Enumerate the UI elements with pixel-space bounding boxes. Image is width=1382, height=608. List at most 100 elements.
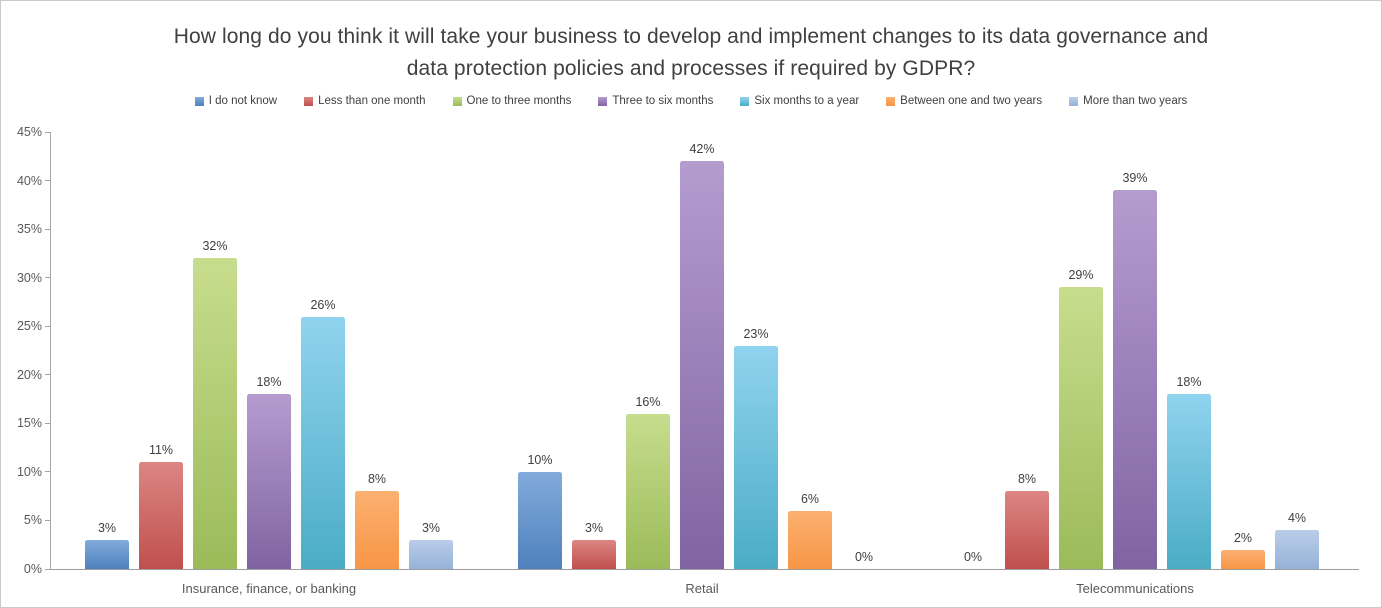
y-axis-tick-label: 5%	[23, 513, 42, 528]
bar-value-label: 32%	[202, 239, 228, 254]
bar-value-label: 11%	[148, 443, 174, 458]
y-axis-tick-mark	[45, 325, 50, 327]
bar	[301, 316, 345, 569]
bar-column: 16%	[626, 132, 670, 569]
bar-column: 10%	[518, 132, 562, 569]
bar	[626, 413, 670, 569]
legend-item: Between one and two years	[886, 95, 1042, 107]
category-group: 10% 3% 16% 42% 23% 6% 0% Retail	[518, 132, 886, 596]
y-axis-tick-mark	[45, 374, 50, 376]
category-group: 3% 11% 32% 18% 26% 8% 3% Insurance, finance, or…	[85, 132, 453, 596]
y-axis-tick-mark	[45, 568, 50, 570]
bar-value-label: 26%	[310, 297, 336, 312]
legend-label: Between one and two years	[900, 95, 1043, 107]
legend-label: I do not know	[208, 95, 278, 107]
bar-column: 32%	[193, 132, 237, 569]
bar-value-label: 16%	[635, 394, 661, 409]
bar-column: 3%	[85, 132, 129, 569]
y-axis-tick-label: 35%	[16, 222, 42, 237]
chart-title-line-1: How long do you think it will take your …	[173, 25, 1209, 48]
bar-value-label: 42%	[689, 142, 715, 157]
bar-value-label: 39%	[1122, 171, 1148, 186]
y-axis-tick-mark	[45, 131, 50, 133]
legend-marker-icon	[304, 96, 314, 106]
bar-column: 23%	[734, 132, 778, 569]
chart-legend: I do not know Less than one month One to t…	[1, 95, 1381, 107]
bar	[1275, 530, 1319, 569]
bar-column: 4%	[1275, 132, 1319, 569]
bar-column: 3%	[409, 132, 453, 569]
y-axis-tick-label: 0%	[23, 562, 42, 576]
bar-column: 8%	[355, 132, 399, 569]
bar	[193, 258, 237, 569]
bar-value-label: 0%	[963, 550, 983, 564]
y-axis-tick-mark	[45, 228, 50, 230]
bar-value-label: 0%	[854, 550, 874, 564]
bar-column: 2%	[1221, 132, 1265, 569]
bar	[518, 471, 562, 569]
legend-item: One to three months	[452, 95, 572, 107]
y-axis-tick-mark	[45, 422, 50, 424]
chart-title-line-2: data protection policies and processes i…	[406, 56, 976, 80]
y-axis-tick-label: 45%	[16, 125, 42, 139]
bar	[680, 161, 724, 569]
bar	[1221, 549, 1265, 569]
bar	[1005, 491, 1049, 569]
y-axis-tick-mark	[45, 277, 50, 279]
bar	[1059, 287, 1103, 569]
bar-value-label: 6%	[800, 491, 820, 506]
legend-label: Less than one month	[318, 95, 426, 107]
legend-item: Less than one month	[304, 95, 426, 107]
y-axis-tick-mark	[45, 519, 50, 521]
bar-column: 39%	[1113, 132, 1157, 569]
bar-column: 18%	[1167, 132, 1211, 569]
bar	[409, 539, 453, 569]
bar	[355, 491, 399, 569]
bar-value-label: 3%	[97, 520, 117, 535]
legend-marker-icon	[194, 96, 204, 106]
y-axis-tick-label: 10%	[16, 464, 42, 479]
legend-item: Three to six months	[598, 95, 713, 107]
category-group: 0% 8% 29% 39% 18% 2% 4% Telecommunications	[951, 132, 1319, 596]
bar-value-label: 8%	[1017, 472, 1037, 487]
y-axis-tick-label: 25%	[16, 319, 42, 334]
bar-column: 8%	[1005, 132, 1049, 569]
legend-marker-icon	[1069, 96, 1079, 106]
y-axis-tick-mark	[45, 471, 50, 473]
bar-column: 26%	[301, 132, 345, 569]
category-label: Retail	[685, 581, 719, 596]
legend-label: Six months to a year	[754, 95, 860, 107]
bar-value-label: 29%	[1068, 268, 1094, 283]
bar	[734, 345, 778, 569]
legend-marker-icon	[452, 96, 462, 106]
bar-column: 42%	[680, 132, 724, 569]
bar-value-label: 8%	[367, 472, 387, 487]
legend-label: One to three months	[466, 95, 572, 107]
bar-value-label: 3%	[421, 520, 441, 535]
plot-area: 3% 11% 32% 18% 26% 8% 3% Insurance, finance, or…	[45, 131, 1359, 596]
category-label: Telecommunications	[1076, 581, 1194, 596]
y-axis-tick-label: 15%	[16, 416, 42, 431]
legend-label: Three to six months	[612, 95, 714, 107]
bar	[139, 462, 183, 569]
legend-marker-icon	[598, 96, 608, 106]
bar-value-label: 18%	[1176, 375, 1202, 390]
bar-value-label: 18%	[256, 375, 282, 390]
chart-title: How long do you think it will take your …	[1, 21, 1381, 84]
bar	[788, 510, 832, 569]
legend-item: I do not know	[194, 95, 278, 107]
bar	[1167, 394, 1211, 569]
bar-value-label: 3%	[584, 520, 604, 535]
legend-marker-icon	[740, 96, 750, 106]
bar-column: 11%	[139, 132, 183, 569]
legend-marker-icon	[886, 96, 896, 106]
legend-item: More than two years	[1069, 95, 1187, 107]
y-axis-tick-label: 40%	[16, 173, 42, 188]
legend-item: Six months to a year	[740, 95, 859, 107]
bar-column: 6%	[788, 132, 832, 569]
bar	[85, 539, 129, 569]
bar-value-label: 23%	[743, 326, 769, 341]
bar-column: 18%	[247, 132, 291, 569]
bar-value-label: 10%	[527, 452, 553, 467]
